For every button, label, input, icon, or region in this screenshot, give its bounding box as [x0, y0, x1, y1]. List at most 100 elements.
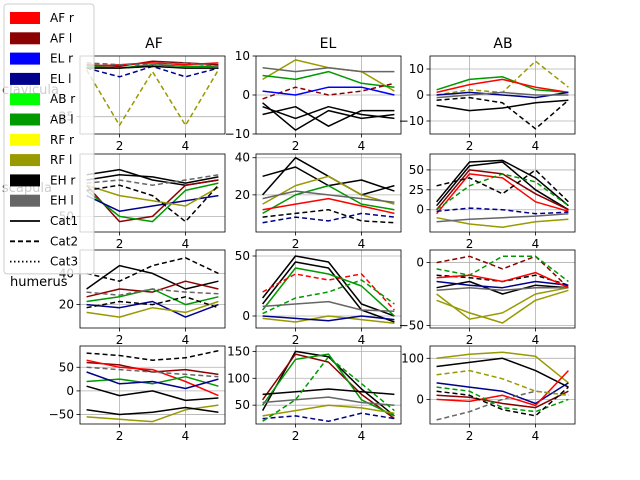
axes-frame [79, 153, 226, 233]
series-line [262, 197, 395, 215]
series-line [86, 349, 219, 361]
x-tick-label: 2 [292, 333, 300, 347]
legend-label: AB l [50, 113, 74, 127]
legend-label: RF r [50, 133, 74, 147]
legend-swatch [10, 133, 40, 146]
series-line [436, 369, 569, 397]
series-line [436, 351, 569, 384]
series-line [436, 173, 569, 215]
y-tick-label: 150 [227, 344, 250, 358]
panel-r2-c1: 2 4 0 50 [235, 249, 402, 347]
series-line [436, 91, 569, 99]
legend-entry: EL r [10, 52, 73, 66]
panel-r1-c2: 2 4 0 25 50 [409, 153, 576, 251]
series-line [436, 207, 569, 215]
y-tick-label: 0 [242, 309, 250, 323]
series-line [262, 184, 395, 215]
legend-entry: AF l [10, 31, 72, 45]
x-tick-label: 2 [116, 429, 124, 443]
panel-r0-c2: 2 4 −10 0 10 [399, 55, 576, 153]
axes-frame [255, 153, 402, 233]
x-tick-label: 4 [358, 429, 366, 443]
series-line [262, 315, 395, 324]
series-line [262, 70, 395, 88]
series-line [262, 412, 395, 423]
series-line [86, 385, 219, 402]
series-line [86, 182, 219, 223]
legend-entry: EH r [10, 173, 75, 187]
series-line [86, 300, 219, 318]
series-line [86, 366, 219, 378]
legend-swatch [10, 93, 40, 106]
y-tick-label: 0 [416, 88, 424, 102]
series-line [86, 264, 219, 290]
axes-frame [429, 153, 576, 233]
series-line [436, 271, 569, 289]
series-line [86, 371, 219, 390]
series-line [86, 184, 219, 207]
series-line [261, 353, 395, 420]
y-tick-label: 50 [409, 163, 424, 177]
x-tick-label: 2 [116, 139, 124, 153]
legend-entry: RF l [10, 153, 72, 167]
y-tick-label: 50 [235, 398, 250, 412]
legend-label: AF r [50, 11, 74, 25]
series-line [436, 357, 569, 388]
x-tick-label: 2 [466, 429, 474, 443]
y-tick-label: −10 [399, 114, 424, 128]
legend-entry: EH l [10, 194, 74, 208]
series-line [436, 99, 569, 112]
panel-r0-c1: 2 4 −10 0 10 [225, 49, 402, 153]
series-line [436, 390, 569, 409]
legend-label: RF l [50, 153, 72, 167]
series-line [261, 350, 395, 417]
axes-frame [429, 345, 576, 425]
series-line [86, 404, 219, 423]
x-tick-label: 4 [182, 333, 190, 347]
x-tick-label: 4 [358, 333, 366, 347]
legend-label: AF l [50, 31, 72, 45]
y-tick-label: 0 [416, 392, 424, 406]
series-line [436, 212, 569, 223]
legend-entry: Cat1 [10, 214, 78, 228]
series-line [86, 184, 219, 223]
axes-frame [79, 345, 226, 425]
panel-r3-c2: 2 4 0 100 [401, 345, 576, 443]
series-line [262, 82, 395, 100]
y-tick-label: 50 [59, 360, 74, 374]
series-line [262, 315, 395, 322]
panel-r3-c1: 2 4 50 100 150 [227, 344, 402, 443]
x-tick-label: 2 [292, 429, 300, 443]
series-line [262, 86, 395, 96]
legend-swatch [10, 32, 40, 45]
series-line [86, 296, 219, 309]
series-line [86, 65, 219, 69]
y-tick-label: 0 [416, 203, 424, 217]
legend-label: EH l [50, 194, 74, 208]
legend-entry: Cat2 [10, 234, 78, 248]
series-line [86, 280, 219, 298]
panel-r3-c0: 2 4 −50 0 50 [49, 345, 226, 443]
x-tick-label: 2 [116, 237, 124, 251]
series-line [262, 356, 395, 422]
x-tick-label: 2 [466, 333, 474, 347]
series-line [86, 406, 219, 416]
y-tick-label: 0 [416, 256, 424, 270]
panel-r2-c2: 2 4 0 −50 [399, 249, 576, 347]
series-line [262, 300, 395, 312]
x-tick-label: 4 [532, 237, 540, 251]
series-line [262, 208, 395, 224]
y-tick-label: 10 [409, 62, 424, 76]
x-tick-label: 4 [358, 237, 366, 251]
series-line [436, 289, 569, 324]
x-tick-label: 4 [532, 429, 540, 443]
series-line [262, 166, 395, 192]
series-line [436, 386, 569, 413]
series-line [86, 174, 219, 184]
legend-entry: RF r [10, 133, 74, 147]
series-line [261, 353, 395, 417]
legend-label: EL r [50, 52, 73, 66]
axes-frame [255, 249, 402, 329]
x-tick-label: 2 [292, 237, 300, 251]
y-tick-label: 20 [59, 298, 74, 312]
